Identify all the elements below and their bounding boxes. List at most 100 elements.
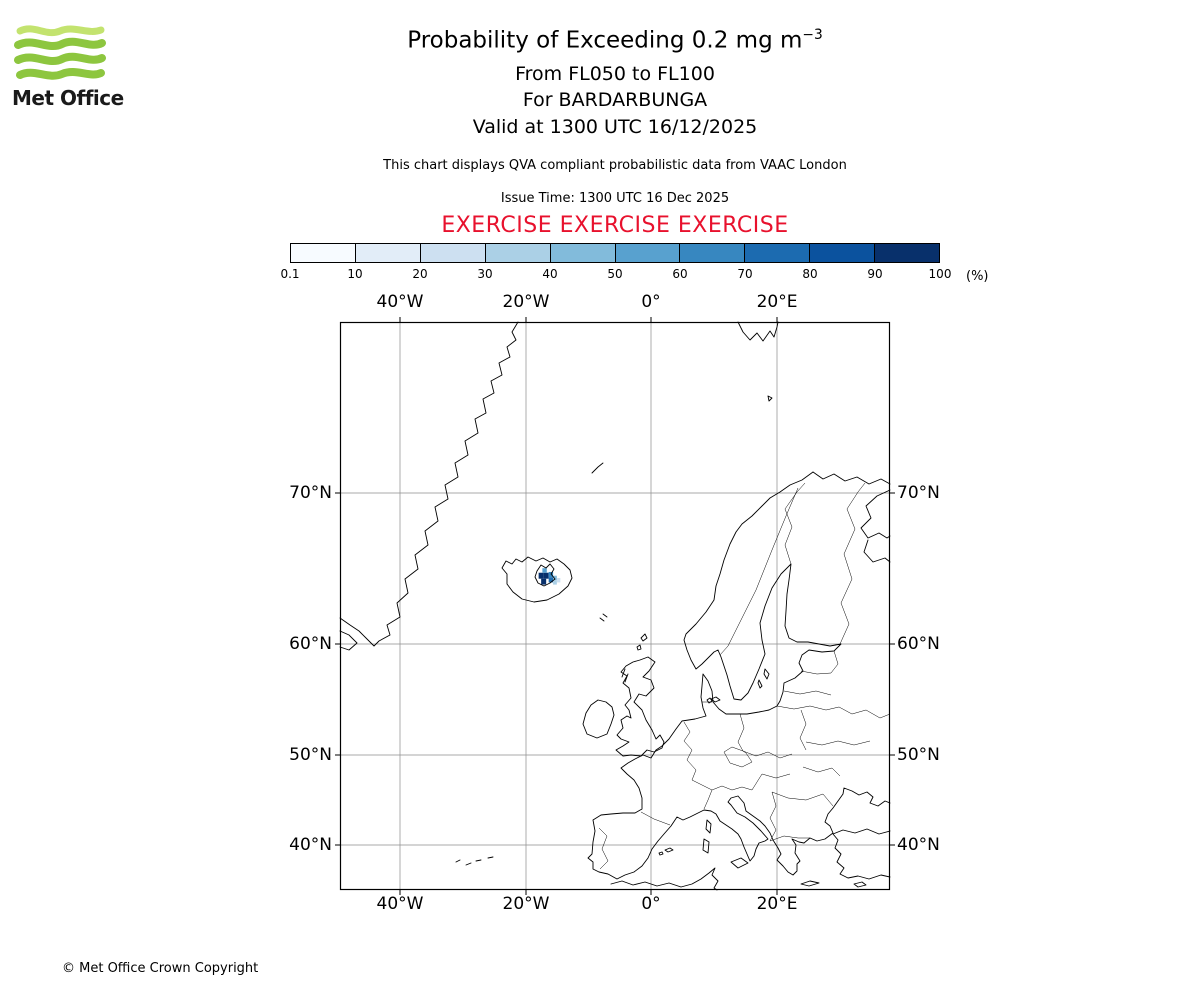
coastlines bbox=[339, 321, 891, 891]
colorbar-ticklabels: 0.1 10 20 30 40 50 60 70 80 90 100 bbox=[280, 267, 951, 283]
colorbar-segment-5 bbox=[615, 244, 681, 262]
ash-cell-90 bbox=[543, 572, 549, 579]
coast-norway-barents bbox=[812, 471, 891, 485]
ash-cell-50 bbox=[542, 568, 547, 573]
border-poland-slovakia bbox=[742, 750, 793, 759]
subtitle-valid-time: Valid at 1300 UTC 16/12/2025 bbox=[472, 116, 758, 138]
border-germany-poland bbox=[737, 713, 745, 752]
page-title: Probability of Exceeding 0.2 mg m−3 bbox=[30, 27, 1200, 54]
colorbar-segment-8 bbox=[810, 244, 876, 262]
colorbar-segment-3 bbox=[485, 244, 551, 262]
xtick-top-20e: 20°E bbox=[756, 292, 798, 312]
qva-note: This chart displays QVA compliant probab… bbox=[383, 158, 847, 173]
border-poland-east bbox=[799, 709, 807, 751]
ytick-right-50n: 50°N bbox=[897, 745, 940, 765]
ytick-left-60n: 60°N bbox=[289, 634, 332, 654]
coast-greenland-west bbox=[339, 630, 358, 651]
ytick-left-70n: 70°N bbox=[289, 483, 332, 503]
colorbar-unit-label: (%) bbox=[966, 269, 989, 284]
border-latvia-lithuania bbox=[783, 690, 832, 696]
coast-sardinia bbox=[702, 838, 710, 854]
coast-crete bbox=[800, 880, 820, 887]
met-office-logo-icon bbox=[14, 25, 106, 80]
ytick-left-40n: 40°N bbox=[289, 835, 332, 855]
border-czechia bbox=[723, 746, 753, 768]
ash-probability-layer bbox=[538, 568, 561, 585]
ash-cell-70 bbox=[548, 577, 554, 583]
coast-jan-mayen bbox=[591, 462, 604, 474]
ash-cell-30 bbox=[553, 580, 557, 585]
colorbar-tick-0.1: 0.1 bbox=[280, 267, 300, 281]
border-benelux-germany-france bbox=[683, 721, 697, 781]
border-belarus-russia bbox=[838, 706, 891, 719]
border-carpathian bbox=[802, 766, 841, 777]
logo-wave-3 bbox=[14, 52, 106, 65]
logo-text: Met Office bbox=[12, 86, 124, 110]
coast-balearics bbox=[658, 847, 674, 856]
border-france-spain bbox=[640, 811, 671, 826]
colorbar-segment-0 bbox=[291, 244, 356, 262]
axis-tick-marks bbox=[335, 317, 895, 895]
coast-corsica bbox=[705, 819, 712, 834]
xtick-bottom-40w: 40°W bbox=[376, 894, 424, 914]
xtick-bottom-20w: 20°W bbox=[502, 894, 550, 914]
coast-svalbard bbox=[737, 321, 779, 342]
colorbar-tick-60: 60 bbox=[672, 267, 688, 281]
ash-cell-20 bbox=[556, 577, 561, 583]
colorbar-tick-40: 40 bbox=[542, 267, 558, 281]
logo-wave-1 bbox=[16, 25, 105, 37]
ash-cell-40 bbox=[553, 575, 557, 581]
xtick-bottom-0: 0° bbox=[641, 894, 661, 914]
colorbar-tick-100: 100 bbox=[928, 267, 952, 281]
page-title-main: Probability of Exceeding 0.2 mg m bbox=[407, 27, 803, 54]
colorbar-segment-1 bbox=[355, 244, 421, 262]
logo-waves bbox=[14, 25, 106, 80]
colorbar-segment-7 bbox=[745, 244, 811, 262]
colorbar-segment-9 bbox=[875, 244, 940, 262]
ytick-right-60n: 60°N bbox=[897, 634, 940, 654]
ash-cell-90 bbox=[538, 572, 544, 579]
border-norway-sweden bbox=[719, 487, 799, 656]
grid-lines bbox=[340, 322, 890, 890]
coast-faroe-islands bbox=[599, 613, 608, 622]
colorbar-segment-6 bbox=[680, 244, 746, 262]
xtick-top-0: 0° bbox=[641, 292, 661, 312]
coast-mainland-europe bbox=[587, 471, 891, 880]
coast-baltic-isles bbox=[757, 668, 770, 689]
border-estonia-latvia bbox=[800, 670, 832, 675]
coast-iceland bbox=[501, 556, 573, 603]
border-balkans bbox=[769, 791, 810, 842]
issue-time: Issue Time: 1300 UTC 16 Dec 2025 bbox=[500, 191, 730, 206]
coast-sicily bbox=[730, 857, 749, 869]
border-lithuania-poland bbox=[776, 705, 840, 711]
colorbar-tick-90: 90 bbox=[867, 267, 883, 281]
colorbar-segment-2 bbox=[420, 244, 486, 262]
border-austria-hungary bbox=[751, 773, 791, 791]
ash-contour-outline bbox=[534, 563, 556, 587]
coast-north-africa bbox=[610, 867, 719, 891]
map-frame bbox=[339, 321, 891, 891]
exercise-banner: EXERCISE EXERCISE EXERCISE bbox=[441, 213, 789, 238]
ash-cell-60 bbox=[548, 571, 554, 578]
map bbox=[335, 317, 895, 895]
border-sweden-finland bbox=[784, 482, 806, 565]
subtitle-flight-levels: From FL050 to FL100 bbox=[515, 63, 715, 85]
ash-cell-90 bbox=[541, 578, 547, 585]
ytick-right-40n: 40°N bbox=[897, 835, 940, 855]
coast-azores bbox=[455, 856, 494, 866]
border-estonia-russia bbox=[830, 650, 839, 674]
logo-wave-4 bbox=[16, 68, 105, 80]
ytick-left-50n: 50°N bbox=[289, 745, 332, 765]
colorbar-tick-50: 50 bbox=[607, 267, 623, 281]
colorbar-segment-4 bbox=[550, 244, 616, 262]
border-finland-russia bbox=[839, 482, 866, 645]
coast-cyprus bbox=[853, 881, 867, 888]
xtick-top-40w: 40°W bbox=[376, 292, 424, 312]
coast-bear-island bbox=[767, 395, 773, 402]
logo-wave-2 bbox=[14, 37, 106, 50]
ytick-right-70n: 70°N bbox=[897, 483, 940, 503]
colorbar bbox=[290, 243, 940, 263]
coast-ireland bbox=[582, 699, 615, 739]
subtitle-volcano: For BARDARBUNGA bbox=[522, 89, 708, 111]
coast-scottish-isles bbox=[621, 633, 648, 683]
